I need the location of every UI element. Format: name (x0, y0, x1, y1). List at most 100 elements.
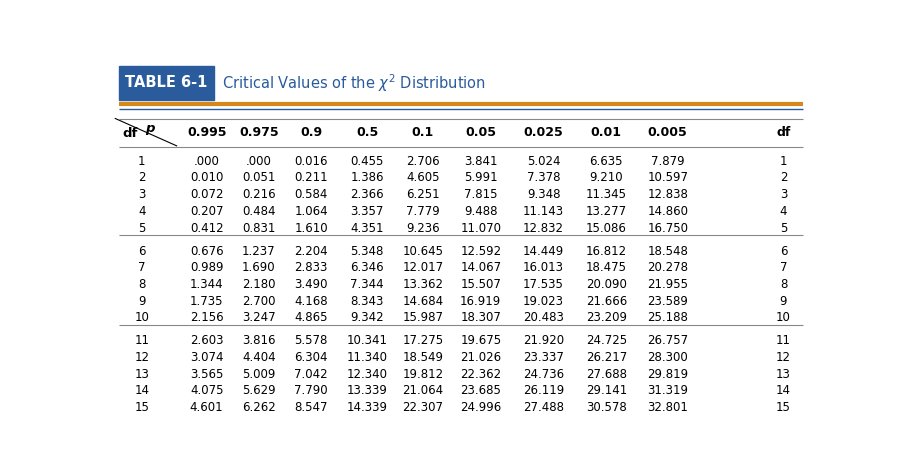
Text: 14.067: 14.067 (460, 261, 501, 274)
Text: 13.277: 13.277 (586, 205, 627, 218)
Text: 0.989: 0.989 (190, 261, 223, 274)
Text: 26.757: 26.757 (647, 334, 688, 348)
Text: 4.865: 4.865 (294, 311, 328, 325)
Text: 13: 13 (776, 368, 791, 381)
Text: 6.304: 6.304 (294, 351, 328, 364)
Text: 8: 8 (779, 278, 788, 291)
Text: 15.507: 15.507 (460, 278, 501, 291)
Text: 9.210: 9.210 (590, 171, 623, 184)
Text: 2: 2 (138, 171, 146, 184)
Text: 2: 2 (779, 171, 788, 184)
Text: 0.072: 0.072 (190, 188, 223, 201)
Text: TABLE 6-1: TABLE 6-1 (125, 75, 208, 90)
Text: 2.603: 2.603 (190, 334, 223, 348)
Text: 6.262: 6.262 (242, 401, 276, 414)
Text: 24.736: 24.736 (523, 368, 564, 381)
Text: 0.211: 0.211 (294, 171, 328, 184)
Text: 11.340: 11.340 (346, 351, 388, 364)
Text: 10.341: 10.341 (346, 334, 388, 348)
Text: 8.343: 8.343 (350, 295, 383, 307)
Text: 19.675: 19.675 (460, 334, 501, 348)
Text: 5: 5 (779, 222, 788, 235)
Text: 0.216: 0.216 (242, 188, 275, 201)
Text: 4.605: 4.605 (406, 171, 439, 184)
Text: 2.706: 2.706 (406, 155, 440, 168)
Text: 0.455: 0.455 (350, 155, 383, 168)
Text: 5.024: 5.024 (526, 155, 561, 168)
Text: 26.217: 26.217 (586, 351, 627, 364)
Text: 7.779: 7.779 (406, 205, 440, 218)
Text: 2.180: 2.180 (242, 278, 275, 291)
Text: 16.919: 16.919 (460, 295, 501, 307)
Text: 3.074: 3.074 (190, 351, 223, 364)
Text: 14.860: 14.860 (647, 205, 688, 218)
Text: 1.735: 1.735 (190, 295, 223, 307)
Text: 22.362: 22.362 (460, 368, 501, 381)
Text: 14.684: 14.684 (402, 295, 444, 307)
Text: 0.484: 0.484 (242, 205, 275, 218)
Text: 5.348: 5.348 (350, 245, 383, 258)
Text: 12.832: 12.832 (523, 222, 564, 235)
Text: 20.278: 20.278 (647, 261, 688, 274)
Text: 4.168: 4.168 (294, 295, 328, 307)
Text: 7.790: 7.790 (294, 384, 328, 397)
Text: 12.017: 12.017 (402, 261, 444, 274)
Text: 16.812: 16.812 (586, 245, 627, 258)
Text: 16.013: 16.013 (523, 261, 564, 274)
Text: 5.991: 5.991 (464, 171, 498, 184)
Text: 13.362: 13.362 (402, 278, 444, 291)
Text: 14: 14 (776, 384, 791, 397)
Text: 4.601: 4.601 (190, 401, 223, 414)
Text: 10: 10 (776, 311, 791, 325)
Text: 0.207: 0.207 (190, 205, 223, 218)
Text: 19.812: 19.812 (402, 368, 444, 381)
Text: 3.816: 3.816 (242, 334, 275, 348)
Text: 4.404: 4.404 (242, 351, 275, 364)
Text: 1: 1 (138, 155, 146, 168)
Text: 11.070: 11.070 (460, 222, 501, 235)
Text: 3.841: 3.841 (464, 155, 498, 168)
Text: 16.750: 16.750 (647, 222, 688, 235)
Text: 1.064: 1.064 (294, 205, 328, 218)
Text: df: df (777, 126, 791, 139)
Text: 14: 14 (134, 384, 149, 397)
Text: 12.838: 12.838 (647, 188, 688, 201)
Text: 7.042: 7.042 (294, 368, 328, 381)
Text: 28.300: 28.300 (647, 351, 688, 364)
Text: 10: 10 (134, 311, 149, 325)
Text: 1.237: 1.237 (242, 245, 275, 258)
Text: 10.645: 10.645 (402, 245, 444, 258)
Text: 23.589: 23.589 (647, 295, 688, 307)
Text: 0.01: 0.01 (590, 126, 622, 139)
Text: 5: 5 (138, 222, 146, 235)
Text: 20.090: 20.090 (586, 278, 626, 291)
Text: 9.236: 9.236 (406, 222, 440, 235)
Text: 3: 3 (779, 188, 788, 201)
Text: 5.009: 5.009 (242, 368, 275, 381)
Text: 0.016: 0.016 (294, 155, 328, 168)
Text: 0.051: 0.051 (242, 171, 275, 184)
Text: 15: 15 (776, 401, 791, 414)
Text: 6: 6 (138, 245, 146, 258)
Text: 0.1: 0.1 (412, 126, 434, 139)
Text: 9: 9 (138, 295, 146, 307)
Text: 25.188: 25.188 (647, 311, 688, 325)
Text: 5.578: 5.578 (294, 334, 328, 348)
Text: 4.075: 4.075 (190, 384, 223, 397)
Text: 7.879: 7.879 (651, 155, 685, 168)
Text: 3.490: 3.490 (294, 278, 328, 291)
Text: 1.610: 1.610 (294, 222, 328, 235)
Text: 19.023: 19.023 (523, 295, 564, 307)
Text: 0.05: 0.05 (465, 126, 496, 139)
Text: 17.275: 17.275 (402, 334, 444, 348)
Text: 15: 15 (134, 401, 149, 414)
Text: 0.975: 0.975 (239, 126, 279, 139)
Text: 1.690: 1.690 (242, 261, 275, 274)
Text: 20.483: 20.483 (523, 311, 564, 325)
Text: 2.700: 2.700 (242, 295, 275, 307)
Text: 8: 8 (138, 278, 146, 291)
Text: 9.488: 9.488 (464, 205, 498, 218)
Text: 22.307: 22.307 (402, 401, 444, 414)
Text: 0.010: 0.010 (190, 171, 223, 184)
Text: 0.676: 0.676 (190, 245, 223, 258)
